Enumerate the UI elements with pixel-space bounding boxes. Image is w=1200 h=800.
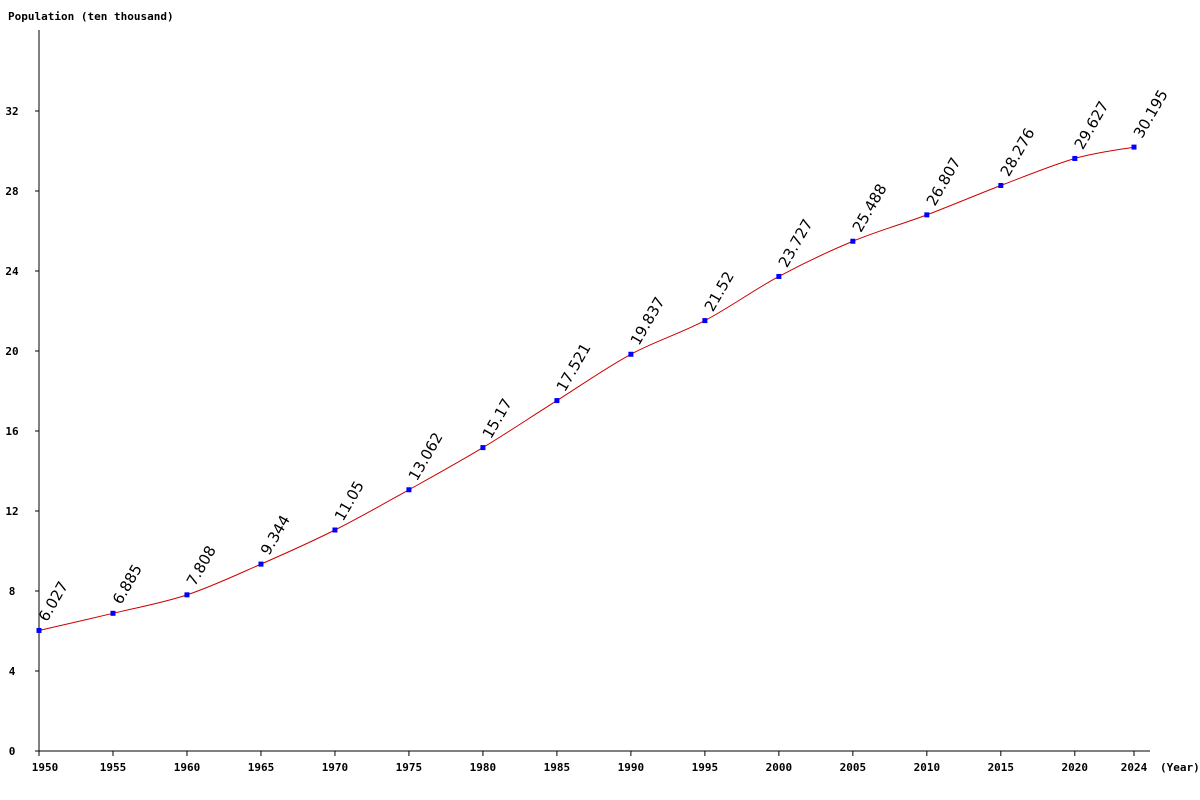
- data-point: [1072, 155, 1078, 161]
- data-label: 29.627: [1071, 98, 1113, 152]
- data-label: 23.727: [775, 216, 817, 270]
- y-tick-label: 4: [9, 665, 16, 678]
- y-tick-label: 16: [5, 425, 19, 438]
- data-label: 6.885: [109, 561, 146, 607]
- data-point: [628, 351, 634, 357]
- y-tick-label: 0: [9, 745, 16, 758]
- data-label: 7.808: [183, 543, 220, 589]
- data-point: [406, 487, 412, 493]
- data-point: [110, 610, 116, 616]
- x-tick-label: 1995: [692, 761, 719, 774]
- y-tick-label: 12: [5, 505, 18, 518]
- data-label: 26.807: [923, 154, 965, 208]
- x-tick-label: 1970: [322, 761, 349, 774]
- data-point: [1131, 144, 1137, 150]
- data-point: [924, 212, 930, 218]
- x-tick-label: 1975: [396, 761, 423, 774]
- data-point: [184, 592, 190, 598]
- data-point: [36, 627, 42, 633]
- x-tick-label: 2010: [914, 761, 941, 774]
- y-ticks: 0 4 8 12 16 20 24 28 32: [5, 105, 39, 758]
- x-tick-label: 1950: [32, 761, 59, 774]
- data-labels: 6.027 6.885 7.808 9.344 11.05 13.062 15.17 17.5…: [35, 87, 1172, 625]
- x-tick-label: 2005: [840, 761, 867, 774]
- x-tick-label: 2015: [988, 761, 1015, 774]
- x-tick-label: 2024: [1121, 761, 1148, 774]
- y-tick-label: 20: [5, 345, 18, 358]
- data-label: 28.276: [997, 125, 1039, 179]
- y-tick-label: 28: [5, 185, 18, 198]
- data-point: [258, 561, 264, 567]
- y-tick-label: 24: [5, 265, 19, 278]
- x-axis-title: (Year): [1160, 761, 1200, 774]
- data-label: 9.344: [257, 512, 294, 558]
- y-tick-label: 8: [9, 585, 16, 598]
- data-label: 13.062: [405, 429, 447, 483]
- x-tick-label: 1990: [618, 761, 645, 774]
- data-label: 21.52: [701, 268, 738, 314]
- data-label: 17.521: [553, 340, 595, 394]
- x-tick-label: 2020: [1062, 761, 1089, 774]
- data-markers: [36, 144, 1137, 633]
- x-tick-label: 1960: [174, 761, 201, 774]
- x-tick-label: 2000: [766, 761, 793, 774]
- data-label: 15.17: [479, 395, 516, 441]
- data-point: [332, 527, 338, 533]
- series-line: [38, 146, 1135, 631]
- x-tick-label: 1965: [248, 761, 275, 774]
- data-point: [702, 318, 708, 324]
- data-point: [776, 273, 782, 279]
- data-label: 25.488: [849, 181, 891, 235]
- x-tick-label: 1955: [100, 761, 127, 774]
- data-point: [480, 445, 486, 451]
- data-point: [998, 182, 1004, 188]
- data-point: [554, 398, 560, 404]
- data-label: 30.195: [1130, 87, 1172, 141]
- data-point: [850, 238, 856, 244]
- data-label: 11.05: [331, 478, 368, 524]
- x-tick-label: 1985: [544, 761, 571, 774]
- data-label: 6.027: [35, 578, 72, 624]
- y-axis-title: Population (ten thousand): [8, 10, 174, 23]
- x-ticks: 1950 1955 1960 1965 1970 1975 1980 1985 1990 1995…: [32, 751, 1148, 774]
- x-tick-label: 1980: [470, 761, 497, 774]
- y-tick-label: 32: [5, 105, 18, 118]
